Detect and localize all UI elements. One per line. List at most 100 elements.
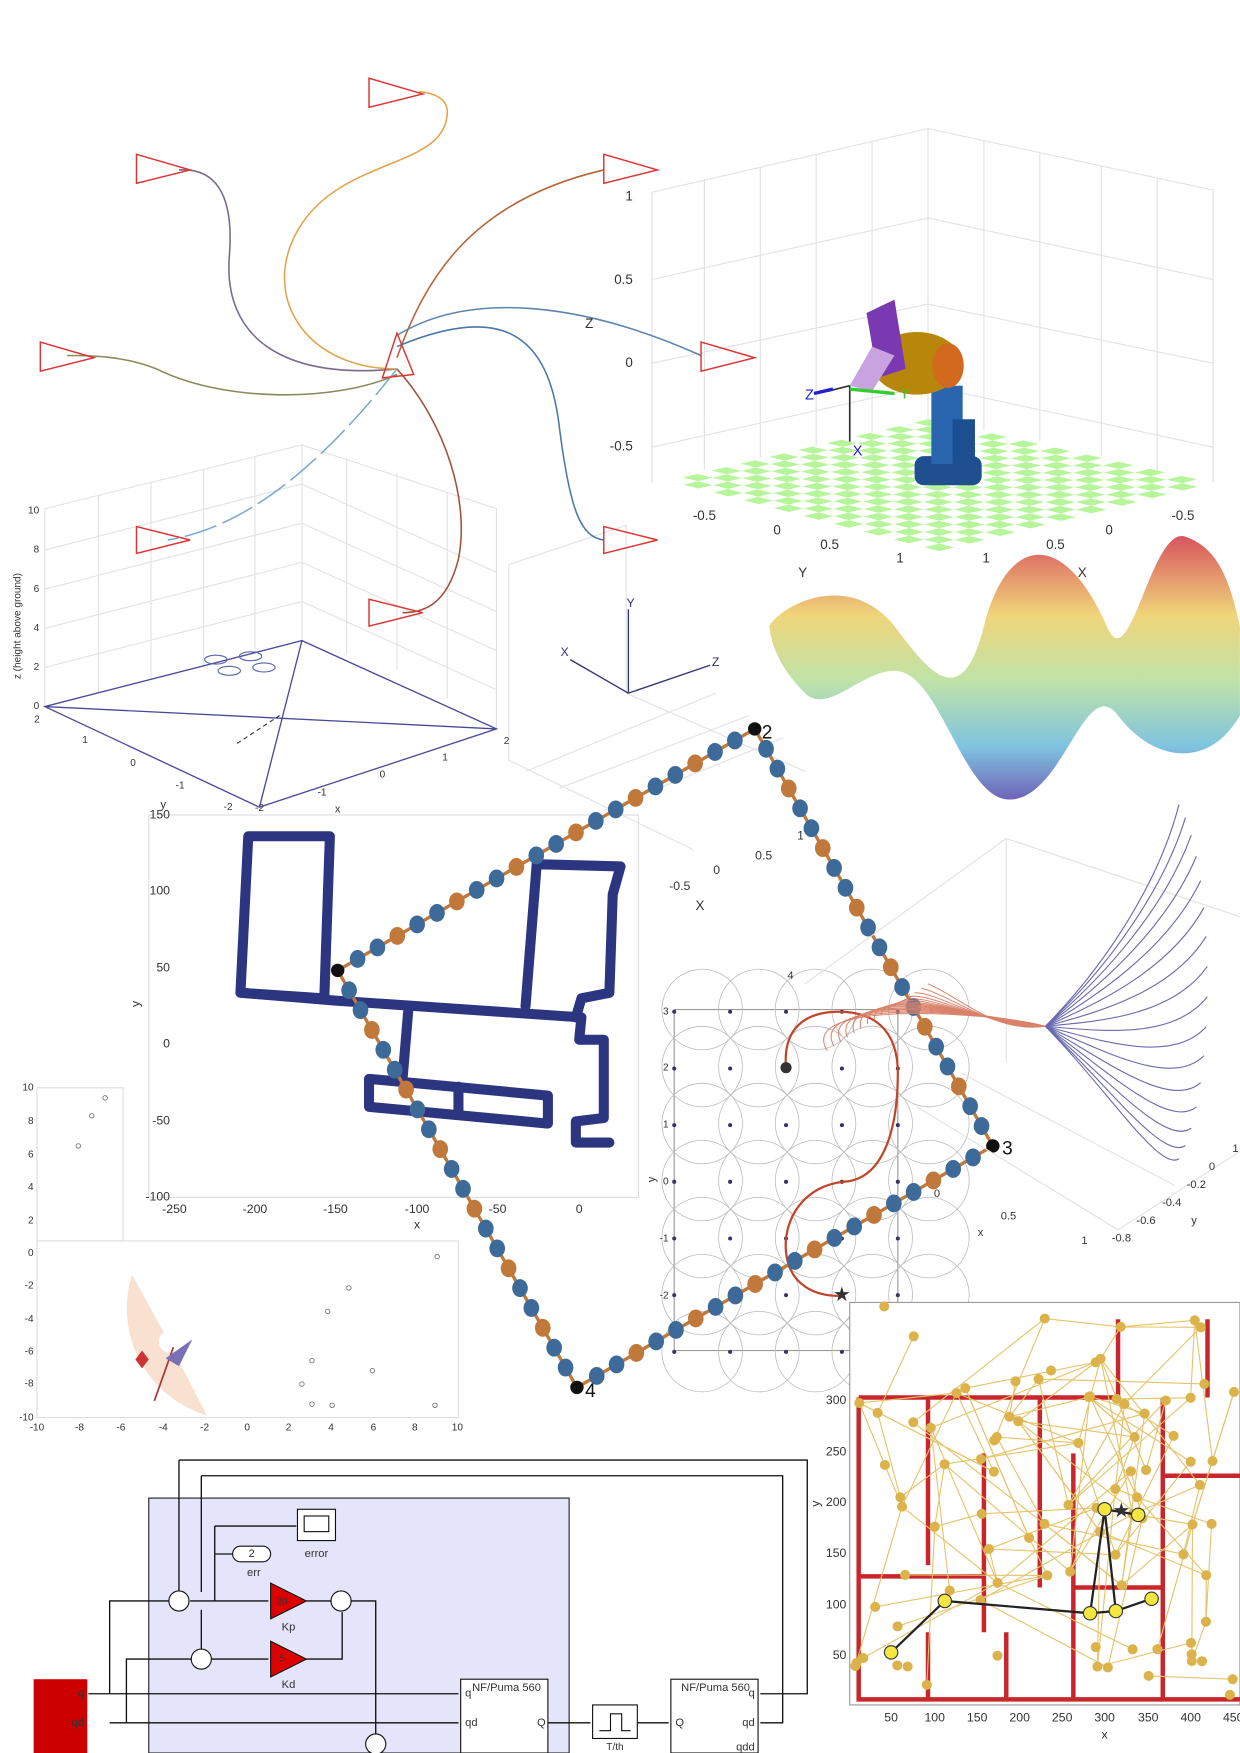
lattice-node [895, 1009, 900, 1014]
label: 0 [1105, 523, 1112, 538]
checker-cell [875, 465, 906, 473]
prm-edge [965, 1361, 1096, 1389]
checker-cell [813, 450, 844, 458]
checker-cell [953, 498, 984, 506]
checker-cell [1058, 472, 1089, 481]
checker-cell [922, 483, 953, 491]
checker-cell [863, 497, 894, 506]
prm-node [1207, 1456, 1218, 1467]
checker-cell [849, 524, 880, 532]
prm-edge [1088, 1396, 1136, 1438]
checker-cell [830, 468, 861, 476]
checker-cell [981, 469, 1013, 477]
prm-node [879, 1301, 890, 1312]
prm-node [975, 1453, 987, 1465]
checker-cell [727, 470, 757, 479]
label: err [247, 1567, 261, 1579]
label: x [335, 803, 341, 815]
checker-cell [998, 487, 1029, 495]
prm-edge [930, 1427, 951, 1591]
checker-cell [844, 457, 875, 465]
label: -1 [660, 1233, 669, 1244]
field-curve [1045, 1025, 1197, 1113]
prm-node [1095, 1353, 1106, 1364]
checker-cell [755, 456, 785, 465]
loop-pose [846, 1217, 863, 1236]
checker-cell [1014, 505, 1046, 514]
label: 1 [1081, 1235, 1087, 1247]
label: -6 [116, 1422, 125, 1433]
checker-cell [832, 490, 863, 498]
label: 1 [442, 753, 448, 764]
checker-cell [952, 483, 983, 491]
checker-cell [862, 490, 893, 498]
checker-cell [1075, 490, 1106, 499]
checker-cell [871, 436, 902, 444]
checker-cell [968, 502, 1000, 510]
prm-node [1195, 1322, 1206, 1333]
lattice-arc [661, 1196, 743, 1279]
checker-cell [969, 532, 1001, 540]
label: 4 [34, 623, 40, 634]
checker-cell [909, 531, 940, 540]
checker-cell [902, 443, 934, 451]
checker-cell [743, 489, 774, 497]
lattice-arc [774, 1082, 857, 1165]
prm-edge [1115, 1435, 1175, 1555]
lattice-start [780, 1062, 792, 1074]
sensor-axes [36, 1087, 460, 1419]
checker-cell [818, 508, 849, 517]
label: 150 [826, 1546, 847, 1560]
checker-cell [1104, 476, 1136, 484]
checker-cell [698, 485, 729, 493]
checker-cell [860, 461, 891, 469]
label: -10 [30, 1422, 45, 1433]
prm-edge [1018, 1420, 1135, 1438]
label: 8 [34, 545, 40, 556]
label: 0.5 [1046, 537, 1065, 552]
label: -4 [159, 1422, 168, 1433]
lattice-arc [718, 1311, 800, 1393]
loop-pose [792, 799, 808, 818]
prm-edge [1100, 1358, 1201, 1486]
robot-grid [651, 127, 1214, 483]
lattice-arc [774, 1196, 857, 1279]
checker-cell [992, 436, 1024, 445]
checker-cell [803, 504, 834, 513]
label: -1 [318, 787, 327, 798]
label: Q [537, 1717, 546, 1729]
prm-edge [875, 1574, 1048, 1608]
checker-cell [1090, 487, 1121, 495]
prm-node [1111, 1393, 1122, 1404]
prm-edge [1044, 1523, 1123, 1586]
prm-edge [930, 1361, 1096, 1429]
checker-cell [924, 513, 955, 521]
loop-pose [647, 777, 664, 796]
prm-edge [1017, 1420, 1143, 1519]
prm-node [1227, 1674, 1238, 1685]
checker-cell [712, 474, 743, 482]
checker-cell [1089, 479, 1121, 488]
prm-edge [1115, 1461, 1192, 1555]
checker-cell [984, 505, 1015, 514]
prm-edge [897, 1574, 1048, 1627]
checker-cell [924, 528, 955, 536]
loop-pose [409, 1100, 426, 1119]
lattice-arc [718, 1253, 800, 1336]
label: qd [72, 1717, 84, 1729]
prm-node [1119, 1399, 1130, 1410]
checker-cell [999, 509, 1031, 518]
prm-node [1141, 1464, 1152, 1476]
prm-node [1039, 1313, 1050, 1324]
prm-edge [1194, 1320, 1214, 1462]
checker-cell [1105, 483, 1137, 491]
loop-pose [945, 1159, 962, 1178]
checker-cell [711, 467, 742, 475]
lattice-arc [888, 1139, 970, 1222]
prm-node [879, 1459, 890, 1471]
label: -150 [323, 1202, 348, 1216]
label: q [78, 1688, 84, 1700]
label: 4 [585, 1381, 596, 1402]
label: T/th [606, 1742, 623, 1753]
lattice-arc [774, 968, 857, 1051]
